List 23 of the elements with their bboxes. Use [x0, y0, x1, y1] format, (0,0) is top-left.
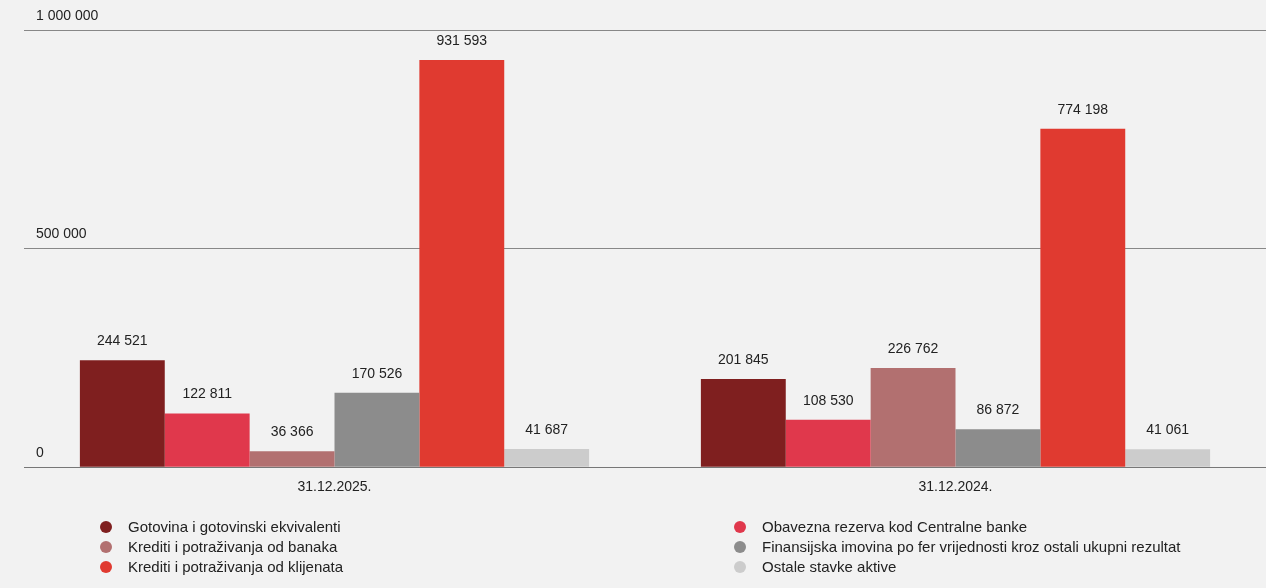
x-tick-label: 31.12.2025.: [297, 478, 372, 495]
data-label: 86 872: [976, 401, 1020, 418]
x-tick-label: 31.12.2024.: [918, 478, 993, 495]
data-label: 122 811: [182, 385, 233, 402]
data-label: 41 061: [1146, 421, 1190, 438]
data-label: 774 198: [1057, 100, 1109, 117]
legend-label: Gotovina i gotovinski ekvivalenti: [128, 518, 341, 535]
y-tick-label: 500 000: [36, 225, 87, 242]
data-label: 36 366: [270, 423, 314, 440]
legend-label: Ostale stavke aktive: [762, 558, 897, 575]
y-tick-label: 0: [36, 444, 44, 461]
data-label: 170 526: [351, 364, 403, 381]
data-label: 244 521: [97, 332, 148, 349]
y-tick-label: 1 000 000: [36, 6, 99, 23]
data-label: 931 593: [436, 31, 488, 48]
data-label: 108 530: [802, 391, 854, 408]
legend-label: Krediti i potraživanja od banaka: [128, 538, 338, 555]
data-label: 41 687: [525, 420, 569, 437]
legend-label: Obavezna rezerva kod Centralne banke: [762, 518, 1028, 535]
data-label: 201 845: [718, 350, 769, 367]
data-label: 226 762: [887, 339, 939, 356]
legend-label: Krediti i potraživanja od klijenata: [128, 558, 344, 575]
legend-label: Finansijska imovina po fer vrijednosti kroz ostali ukupni rezultat: [762, 538, 1181, 555]
